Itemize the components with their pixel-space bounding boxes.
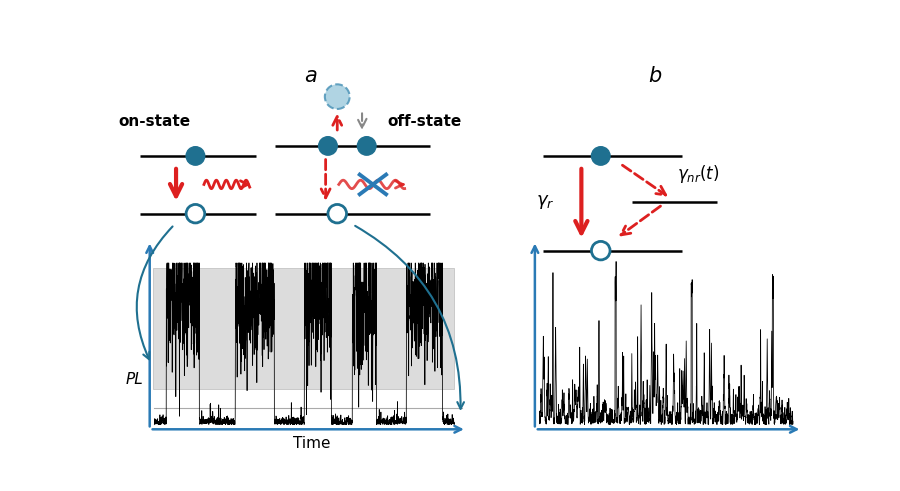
Text: b: b bbox=[648, 66, 662, 86]
Text: $\gamma_{nr}(t)$: $\gamma_{nr}(t)$ bbox=[677, 163, 719, 185]
Circle shape bbox=[186, 147, 204, 165]
Circle shape bbox=[591, 147, 610, 165]
Text: on-state: on-state bbox=[119, 114, 191, 129]
Circle shape bbox=[591, 242, 610, 260]
Circle shape bbox=[357, 136, 376, 155]
Text: off-state: off-state bbox=[388, 114, 462, 129]
FancyBboxPatch shape bbox=[153, 268, 454, 389]
Circle shape bbox=[186, 204, 204, 223]
Text: PL: PL bbox=[126, 372, 143, 387]
Circle shape bbox=[319, 136, 338, 155]
Text: Time: Time bbox=[292, 436, 330, 451]
Circle shape bbox=[328, 204, 346, 223]
Text: $\gamma_r$: $\gamma_r$ bbox=[536, 193, 554, 211]
Text: a: a bbox=[304, 66, 317, 86]
Circle shape bbox=[325, 84, 349, 109]
